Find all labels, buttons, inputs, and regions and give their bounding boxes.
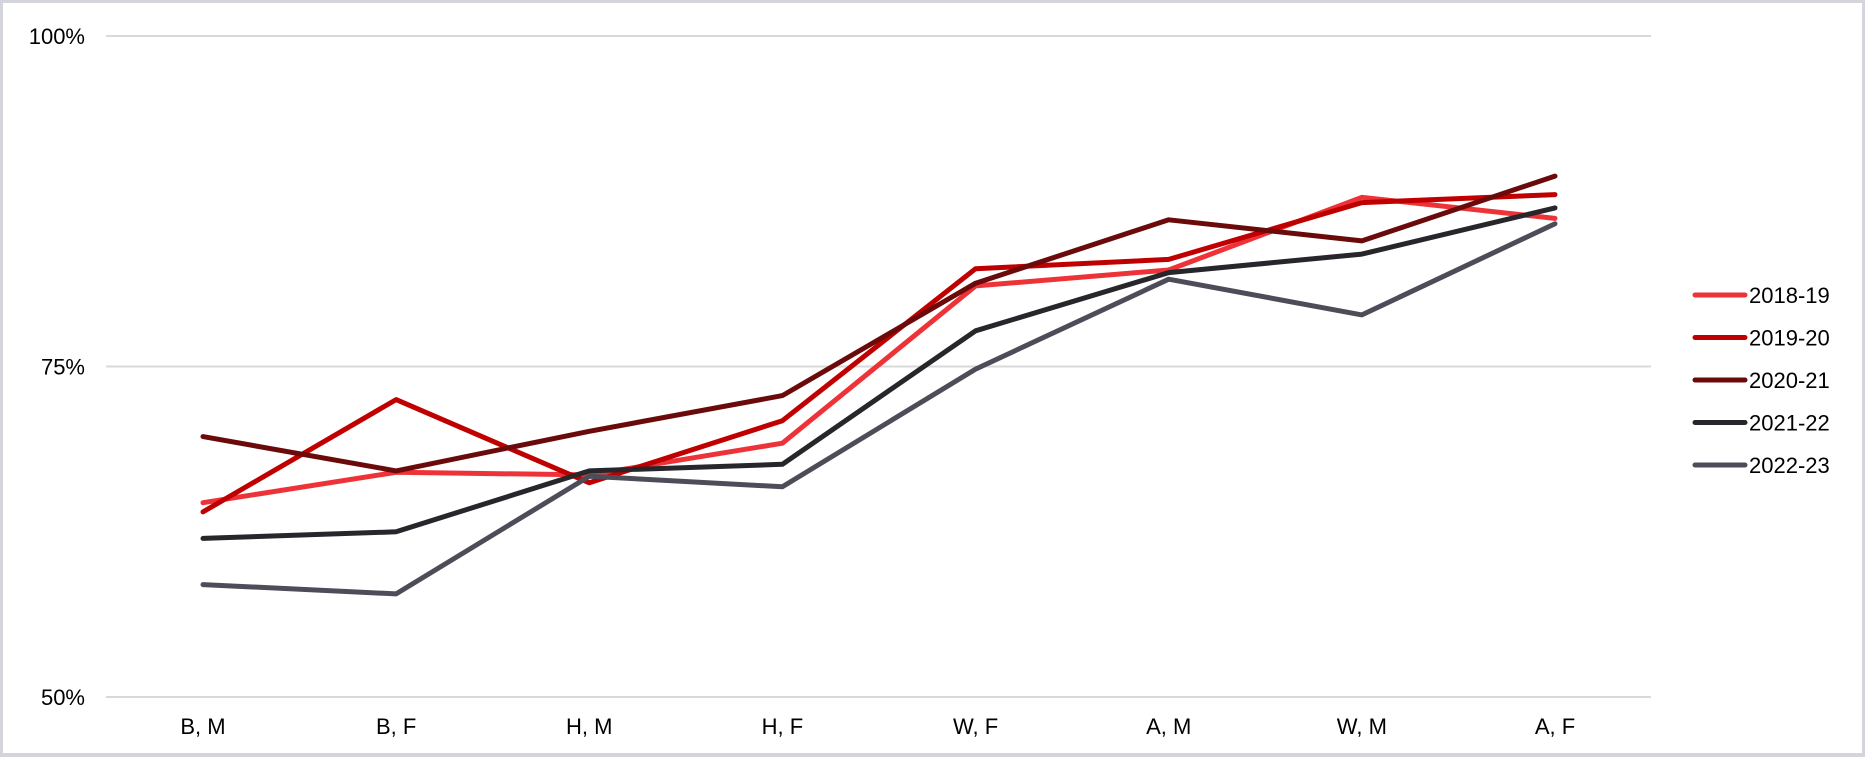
x-tick-label: A, F [1535, 714, 1575, 739]
y-tick-label: 75% [41, 355, 85, 380]
x-axis-labels: B, M B, F H, M H, F W, F A, M W, M A, F [180, 714, 1575, 739]
x-tick-label: B, M [180, 714, 225, 739]
legend-label-2021-22: 2021-22 [1749, 411, 1830, 436]
x-tick-label: A, M [1146, 714, 1191, 739]
series-line-2022-23 [200, 221, 1558, 597]
series-line-2020-21 [200, 173, 1558, 474]
x-tick-label: H, M [566, 714, 612, 739]
legend-label-2020-21: 2020-21 [1749, 368, 1830, 393]
legend: 2018-19 2019-20 2020-21 2021-22 2022-23 [1692, 283, 1830, 478]
y-axis-labels: 50% 75% 100% [29, 24, 85, 710]
legend-label-2018-19: 2018-19 [1749, 283, 1830, 308]
y-tick-label: 100% [29, 24, 85, 49]
series-line-2018-19 [200, 194, 1558, 506]
x-tick-label: W, F [953, 714, 998, 739]
x-tick-label: W, M [1337, 714, 1387, 739]
series-line-2019-20 [200, 192, 1558, 515]
legend-label-2022-23: 2022-23 [1749, 453, 1830, 478]
y-tick-label: 50% [41, 685, 85, 710]
series-line-2021-22 [200, 205, 1558, 541]
series-lines [200, 173, 1558, 597]
x-tick-label: H, F [762, 714, 804, 739]
x-tick-label: B, F [376, 714, 416, 739]
legend-label-2019-20: 2019-20 [1749, 326, 1830, 351]
line-chart: 50% 75% 100% B, M B, F H, M H, F W, F A, M W, M A… [29, 24, 1830, 739]
